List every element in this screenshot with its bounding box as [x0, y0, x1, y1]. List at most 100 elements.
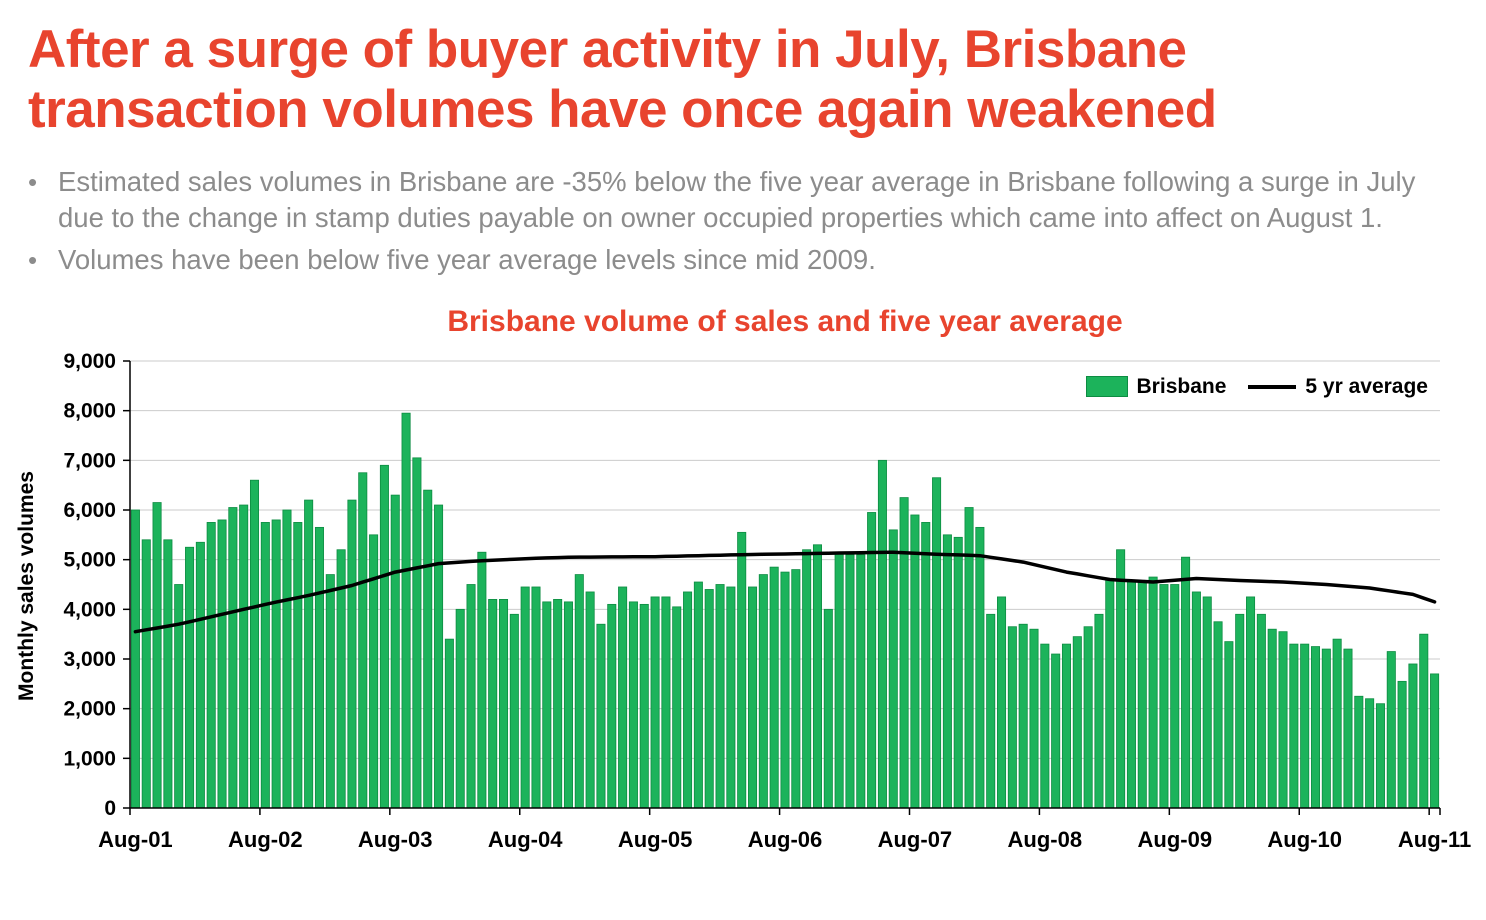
- brisbane-bar: [997, 596, 1007, 809]
- brisbane-bar: [466, 583, 476, 809]
- brisbane-bar: [174, 583, 184, 809]
- brisbane-bar: [1430, 673, 1440, 809]
- bullet-text: Volumes have been below five year averag…: [58, 244, 876, 276]
- brisbane-bar: [802, 548, 812, 809]
- legend-item-average: 5 yr average: [1248, 375, 1428, 399]
- brisbane-bar: [347, 499, 357, 809]
- brisbane-bar: [1126, 581, 1136, 809]
- brisbane-bar: [899, 496, 909, 809]
- page-title: After a surge of buyer activity in July,…: [28, 20, 1217, 139]
- brisbane-bar: [293, 521, 303, 809]
- brisbane-bar: [683, 591, 693, 809]
- brisbane-bar: [1235, 613, 1245, 809]
- brisbane-bar: [358, 471, 368, 809]
- x-tick-label: Aug-06: [748, 827, 823, 852]
- y-axis-title: Monthly sales volumes: [15, 470, 38, 701]
- brisbane-bar: [748, 586, 758, 809]
- brisbane-bar: [942, 534, 952, 809]
- brisbane-bar: [1278, 630, 1288, 809]
- brisbane-bar: [228, 506, 238, 809]
- brisbane-bar: [1170, 583, 1180, 809]
- brisbane-bar: [1256, 613, 1266, 809]
- x-tick-label: Aug-10: [1267, 827, 1342, 852]
- brisbane-bar: [206, 521, 216, 809]
- brisbane-bar: [1213, 620, 1223, 809]
- brisbane-bar: [888, 529, 898, 809]
- brisbane-bar: [1289, 643, 1299, 809]
- brisbane-bar: [639, 603, 649, 809]
- brisbane-bar: [163, 539, 173, 809]
- x-tick-label: Aug-09: [1138, 827, 1213, 852]
- brisbane-bar: [304, 499, 314, 809]
- brisbane-bar: [477, 551, 487, 809]
- brisbane-bar: [650, 596, 660, 809]
- brisbane-bar: [423, 489, 433, 809]
- brisbane-bar: [921, 521, 931, 809]
- brisbane-bar: [1332, 638, 1342, 809]
- y-tick-label: 7,000: [63, 449, 116, 472]
- brisbane-bar: [509, 613, 519, 809]
- brisbane-bar: [412, 457, 422, 809]
- brisbane-bar: [964, 506, 974, 809]
- brisbane-bar: [607, 603, 617, 809]
- y-tick-label: 1,000: [63, 747, 116, 770]
- x-tick-label: Aug-03: [358, 827, 433, 852]
- chart-canvas: 0 1,000 2,000 3,000 4,000 5,000 6,000 7,000 8,00…: [63, 350, 1471, 852]
- brisbane-bar: [444, 638, 454, 809]
- brisbane-bar: [217, 519, 227, 809]
- x-tick-label: Aug-11: [1398, 827, 1471, 852]
- brisbane-bar: [282, 509, 292, 809]
- brisbane-bar: [1386, 650, 1396, 809]
- brisbane-bar: [260, 521, 270, 809]
- chart-legend: Brisbane 5 yr average: [1085, 374, 1428, 399]
- brisbane-bar: [401, 412, 411, 809]
- legend-item-brisbane: Brisbane: [1085, 374, 1227, 399]
- legend-label-brisbane: Brisbane: [1136, 374, 1227, 398]
- y-tick-label: 3,000: [63, 648, 116, 671]
- brisbane-bar: [975, 526, 985, 809]
- brisbane-bar: [661, 596, 671, 809]
- sales-volume-chart: Brisbane volume of sales and five year a…: [0, 293, 1486, 871]
- x-tick-label: Aug-07: [878, 827, 953, 852]
- chart-title: Brisbane volume of sales and five year a…: [447, 304, 1123, 338]
- brisbane-bar: [1148, 576, 1158, 809]
- brisbane-bar: [618, 586, 628, 809]
- brisbane-bar: [1246, 596, 1256, 809]
- brisbane-bar: [314, 526, 324, 809]
- bullet-icon: •: [28, 166, 38, 197]
- brisbane-bar: [1072, 635, 1082, 809]
- brisbane-bar: [1191, 591, 1201, 809]
- bullet-item: • Volumes have been below five year aver…: [28, 242, 1466, 278]
- brisbane-bar: [726, 586, 736, 809]
- brisbane-bar: [737, 531, 747, 809]
- brisbane-bar: [1267, 628, 1277, 809]
- brisbane-bar: [1365, 697, 1375, 809]
- brisbane-bar: [1040, 643, 1050, 809]
- brisbane-bar: [1310, 645, 1321, 809]
- brisbane-bar: [1181, 556, 1191, 809]
- header: After a surge of buyer activity in July,…: [0, 0, 1486, 279]
- y-tick-label: 8,000: [63, 399, 116, 422]
- brisbane-bar: [239, 504, 249, 809]
- brisbane-bar: [780, 571, 790, 809]
- brisbane-bar: [1224, 640, 1234, 809]
- brisbane-bar: [553, 598, 563, 809]
- y-tick-label: 6,000: [63, 499, 116, 522]
- brisbane-bar: [1343, 648, 1353, 809]
- brisbane-bar: [704, 588, 714, 809]
- bullet-item: • Estimated sales volumes in Brisbane ar…: [28, 164, 1466, 237]
- brisbane-bar: [141, 539, 151, 809]
- brisbane-bar: [520, 586, 530, 809]
- brisbane-bar: [185, 546, 195, 809]
- brisbane-bar-swatch-icon: [1085, 376, 1128, 398]
- legend-label-average: 5 yr average: [1305, 374, 1428, 398]
- brisbane-bar: [1300, 643, 1310, 809]
- brisbane-bar: [769, 566, 779, 809]
- brisbane-bar: [1029, 628, 1039, 809]
- y-tick-label: 4,000: [63, 598, 116, 621]
- brisbane-bar: [791, 568, 801, 809]
- brisbane-bar: [542, 601, 552, 809]
- brisbane-bar: [693, 581, 703, 809]
- brisbane-bar: [1116, 548, 1126, 809]
- x-tick-label: Aug-02: [228, 827, 303, 852]
